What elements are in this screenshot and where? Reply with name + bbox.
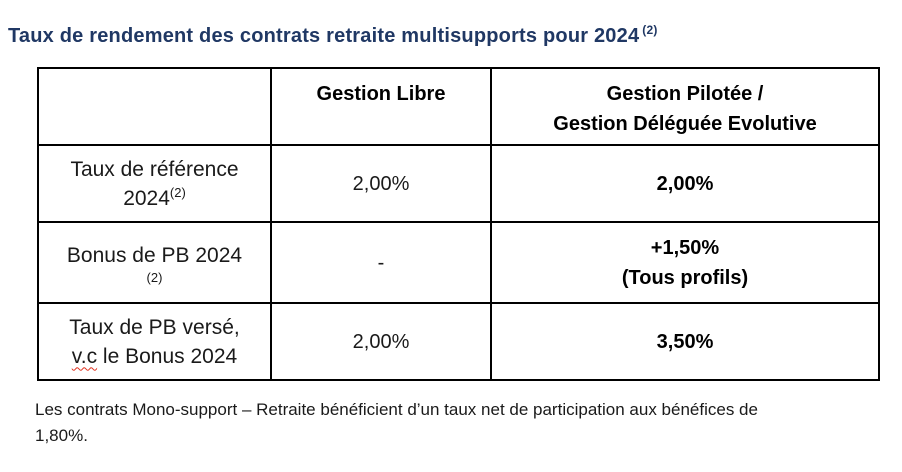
table-header-row: Gestion Libre Gestion Pilotée / Gestion D… <box>37 67 880 146</box>
column-header-gestion-libre: Gestion Libre <box>270 67 492 146</box>
page-title-text: Taux de rendement des contrats retraite … <box>8 25 640 47</box>
cell-taux-pb-verse-gestion-libre: 2,00% <box>270 302 492 381</box>
cell-taux-reference-gestion-libre: 2,00% <box>270 144 492 223</box>
bonus-pb-note-superscript: (2) <box>146 269 163 285</box>
taux-pb-verse-label-line1: Taux de PB versé, <box>69 315 240 339</box>
row-label-bonus-pb: Bonus de PB 2024 (2) <box>37 221 272 304</box>
cell-taux-pb-verse-gestion-pilotee: 3,50% <box>490 302 880 381</box>
corner-empty-cell <box>37 67 272 146</box>
bonus-pb-pilotee-value: +1,50% <box>650 236 720 259</box>
footnote-line2: 1,80%. <box>35 426 88 445</box>
header-gestion-pilotee-line1: Gestion Pilotée / <box>606 83 764 105</box>
cell-taux-reference-gestion-pilotee: 2,00% <box>490 144 880 223</box>
bonus-pb-label: Bonus de PB 2024 <box>66 243 243 267</box>
taux-pb-verse-misspelled-word: v.c <box>71 344 98 368</box>
taux-pb-verse-label-line2-rest: le Bonus 2024 <box>97 344 238 368</box>
table-row-taux-pb-verse: Taux de PB versé, v.c le Bonus 2024 2,00%… <box>37 302 880 381</box>
footnote: Les contrats Mono-support – Retraite bén… <box>35 397 885 449</box>
taux-reference-superscript: (2) <box>169 184 186 200</box>
column-header-gestion-pilotee: Gestion Pilotée / Gestion Déléguée Evolut… <box>490 67 880 146</box>
header-gestion-pilotee-line2: Gestion Déléguée Evolutive <box>553 113 817 135</box>
page-title: Taux de rendement des contrats retraite … <box>0 0 902 48</box>
bonus-pb-pilotee-profiles: (Tous profils) <box>621 266 749 289</box>
cell-bonus-pb-gestion-libre: - <box>270 221 492 304</box>
cell-bonus-pb-gestion-pilotee: +1,50% (Tous profils) <box>490 221 880 304</box>
footnote-line1: Les contrats Mono-support – Retraite bén… <box>35 400 758 419</box>
table-row-taux-reference: Taux de référence 2024(2) 2,00% 2,00% <box>37 144 880 223</box>
taux-reference-label-line1: Taux de référence <box>70 157 239 181</box>
title-superscript: (2) <box>642 23 658 38</box>
rates-table: Gestion Libre Gestion Pilotée / Gestion D… <box>37 67 880 381</box>
row-label-taux-reference: Taux de référence 2024(2) <box>37 144 272 223</box>
row-label-taux-pb-verse: Taux de PB versé, v.c le Bonus 2024 <box>37 302 272 381</box>
taux-reference-label-line2: 2024 <box>123 186 170 210</box>
table-row-bonus-pb: Bonus de PB 2024 (2) - +1,50% (Tous profil… <box>37 221 880 304</box>
